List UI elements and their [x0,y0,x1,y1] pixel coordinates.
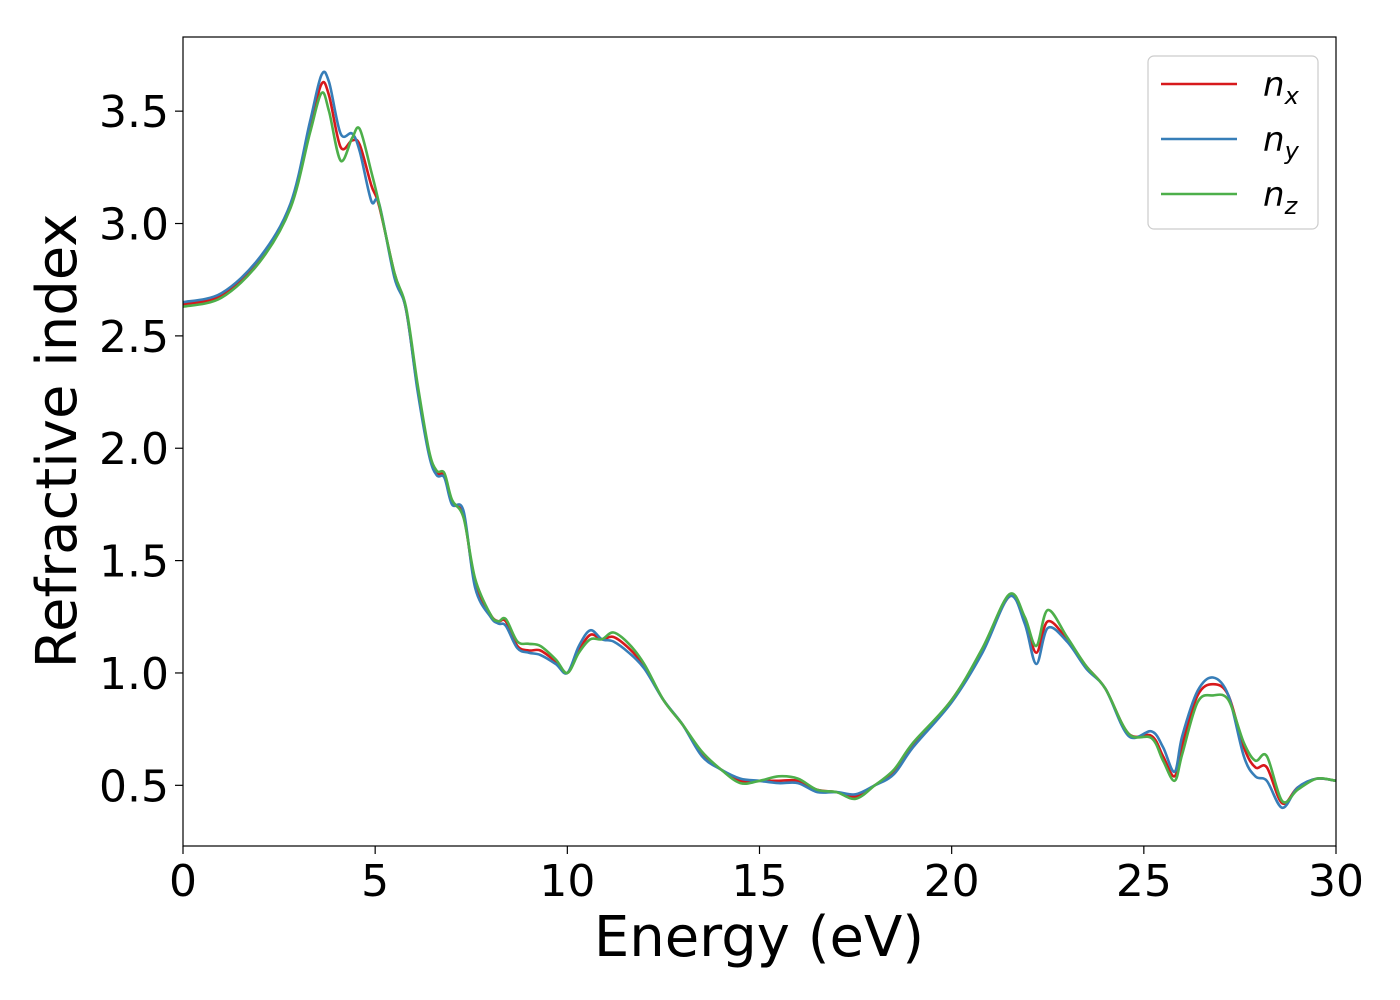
plot-background [183,37,1336,846]
legend-label-base: n [1263,175,1285,215]
y-tick-label: 3.5 [99,87,169,138]
series-layer [182,70,1337,810]
legend-label-subscript: z [1284,192,1299,220]
x-axis-ticks: 0 5 10 15 20 25 30 [169,846,1364,907]
legend-label-base: n [1263,65,1285,105]
x-tick-label: 5 [361,856,389,907]
y-tick-label: 0.5 [99,761,169,812]
y-axis-ticks: 0.5 1.0 1.5 2.0 2.5 3.0 3.5 [99,87,183,812]
x-tick-label: 30 [1308,856,1364,907]
x-axis-label: Energy (eV) [594,905,924,970]
y-tick-label: 3.0 [99,200,169,251]
x-tick-label: 10 [539,856,595,907]
y-axis-label: Refractive index [25,214,90,669]
y-tick-label: 2.0 [99,424,169,475]
legend-label-nx: nx [1263,65,1300,110]
legend-label-base: n [1263,120,1285,160]
legend-label-ny: ny [1263,120,1300,165]
legend-box [1147,55,1319,230]
x-tick-label: 15 [732,856,788,907]
x-tick-label: 20 [924,856,980,907]
x-tick-label: 0 [169,856,197,907]
legend-label-subscript: x [1284,82,1300,110]
x-tick-label: 25 [1116,856,1172,907]
legend-label-nz: nz [1263,175,1299,220]
y-tick-label: 2.5 [99,312,169,363]
legend-label-subscript: y [1284,137,1300,165]
y-tick-label: 1.5 [99,537,169,588]
series-line-nz [182,91,1337,804]
y-tick-label: 1.0 [99,649,169,700]
